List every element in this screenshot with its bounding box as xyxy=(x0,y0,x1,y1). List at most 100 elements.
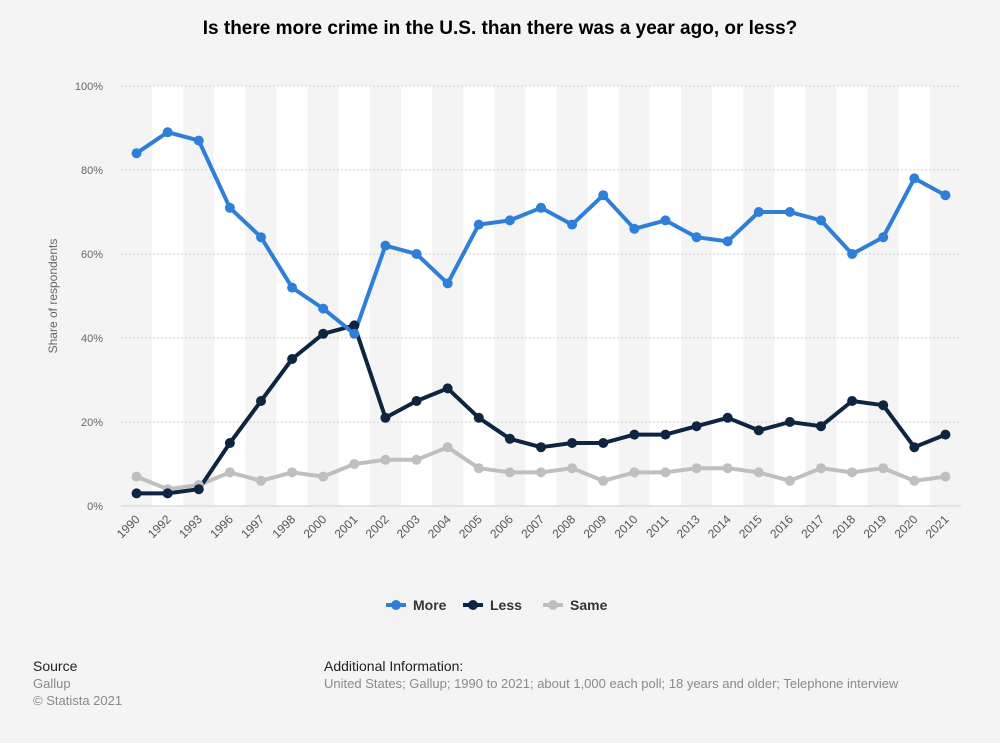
data-point-more[interactable] xyxy=(131,148,142,159)
data-point-less[interactable] xyxy=(318,328,329,339)
data-point-more[interactable] xyxy=(847,249,858,259)
data-point-same[interactable] xyxy=(722,463,733,474)
data-point-more[interactable] xyxy=(380,240,391,251)
data-point-same[interactable] xyxy=(411,454,422,465)
data-point-less[interactable] xyxy=(909,442,920,453)
data-point-more[interactable] xyxy=(940,190,951,201)
series-points xyxy=(131,127,951,499)
legend: More Less Same xyxy=(386,597,608,613)
data-point-same[interactable] xyxy=(287,467,298,478)
source-line[interactable]: Gallup xyxy=(33,676,71,691)
data-point-less[interactable] xyxy=(691,421,702,432)
data-point-more[interactable] xyxy=(318,303,329,314)
data-point-less[interactable] xyxy=(193,484,204,495)
data-point-less[interactable] xyxy=(224,438,235,448)
data-point-more[interactable] xyxy=(411,249,422,259)
data-point-more[interactable] xyxy=(909,173,920,184)
data-point-less[interactable] xyxy=(380,412,391,423)
data-point-less[interactable] xyxy=(660,429,671,440)
data-point-same[interactable] xyxy=(816,463,826,474)
data-point-less[interactable] xyxy=(256,396,266,406)
source-block: Source Gallup © Statista 2021 xyxy=(33,658,122,709)
data-point-more[interactable] xyxy=(753,207,764,217)
data-point-more[interactable] xyxy=(287,282,298,293)
data-point-more[interactable] xyxy=(816,215,826,226)
data-point-less[interactable] xyxy=(878,400,889,411)
data-point-more[interactable] xyxy=(598,190,609,201)
data-point-less[interactable] xyxy=(816,421,826,432)
data-point-same[interactable] xyxy=(660,467,671,478)
legend-item-same[interactable]: Same xyxy=(543,597,608,613)
data-point-same[interactable] xyxy=(909,475,920,486)
data-point-more[interactable] xyxy=(349,328,360,339)
column-band xyxy=(774,86,806,506)
data-point-same[interactable] xyxy=(256,475,266,486)
data-point-more[interactable] xyxy=(691,232,702,243)
data-point-less[interactable] xyxy=(442,383,453,394)
data-point-less[interactable] xyxy=(536,442,546,453)
data-point-more[interactable] xyxy=(660,215,671,226)
x-tick-label: 1993 xyxy=(176,512,205,541)
data-point-more[interactable] xyxy=(442,278,453,289)
data-point-less[interactable] xyxy=(411,396,422,406)
data-point-same[interactable] xyxy=(784,475,795,486)
data-point-same[interactable] xyxy=(878,463,889,474)
data-point-same[interactable] xyxy=(536,467,546,478)
chart-title: Is there more crime in the U.S. than the… xyxy=(202,18,798,39)
data-point-less[interactable] xyxy=(847,396,858,406)
data-point-same[interactable] xyxy=(318,471,329,482)
data-point-less[interactable] xyxy=(131,488,142,499)
data-point-more[interactable] xyxy=(722,236,733,247)
data-point-more[interactable] xyxy=(256,232,266,243)
data-point-same[interactable] xyxy=(473,463,484,474)
data-point-same[interactable] xyxy=(567,463,578,474)
data-point-same[interactable] xyxy=(940,471,951,482)
column-band xyxy=(338,86,370,506)
data-point-less[interactable] xyxy=(629,429,640,440)
data-point-same[interactable] xyxy=(349,459,360,469)
data-point-more[interactable] xyxy=(784,207,795,217)
additional-info-text: United States; Gallup; 1990 to 2021; abo… xyxy=(324,676,899,691)
data-point-more[interactable] xyxy=(629,223,640,234)
data-point-more[interactable] xyxy=(504,215,515,226)
data-point-same[interactable] xyxy=(442,442,453,453)
data-point-less[interactable] xyxy=(162,488,173,499)
data-point-same[interactable] xyxy=(224,467,235,478)
data-point-less[interactable] xyxy=(940,429,951,440)
data-point-less[interactable] xyxy=(473,412,484,423)
data-point-less[interactable] xyxy=(753,425,764,436)
data-point-less[interactable] xyxy=(784,417,795,427)
data-point-more[interactable] xyxy=(224,202,235,213)
data-point-more[interactable] xyxy=(536,202,546,213)
legend-item-less[interactable]: Less xyxy=(463,597,522,613)
data-point-less[interactable] xyxy=(504,433,515,444)
data-point-more[interactable] xyxy=(878,232,889,243)
column-band xyxy=(525,86,557,506)
data-point-same[interactable] xyxy=(847,467,858,478)
x-tick-label: 2011 xyxy=(643,512,671,540)
data-point-same[interactable] xyxy=(691,463,702,474)
additional-info-block: Additional Information: United States; G… xyxy=(324,658,898,692)
data-point-same[interactable] xyxy=(131,471,142,482)
data-point-more[interactable] xyxy=(162,127,173,138)
data-point-less[interactable] xyxy=(567,438,578,448)
data-point-more[interactable] xyxy=(567,219,578,230)
data-point-less[interactable] xyxy=(722,412,733,423)
data-point-same[interactable] xyxy=(629,467,640,478)
data-point-more[interactable] xyxy=(193,135,204,146)
data-point-less[interactable] xyxy=(598,438,609,448)
x-tick-label: 2019 xyxy=(861,512,890,541)
data-point-less[interactable] xyxy=(349,320,360,331)
data-point-same[interactable] xyxy=(598,475,609,486)
y-tick-label: 40% xyxy=(81,333,103,345)
x-axis-ticks: 1990 1992 1993 1996 1997 1998 2000 2001 2002 2003… xyxy=(114,512,952,541)
data-point-same[interactable] xyxy=(380,454,391,465)
data-point-same[interactable] xyxy=(753,467,764,478)
legend-item-more[interactable]: More xyxy=(386,597,447,613)
y-tick-label: 20% xyxy=(81,417,103,429)
data-point-more[interactable] xyxy=(473,219,484,230)
data-point-same[interactable] xyxy=(504,467,515,478)
legend-marker xyxy=(391,600,401,610)
data-point-less[interactable] xyxy=(287,354,298,364)
